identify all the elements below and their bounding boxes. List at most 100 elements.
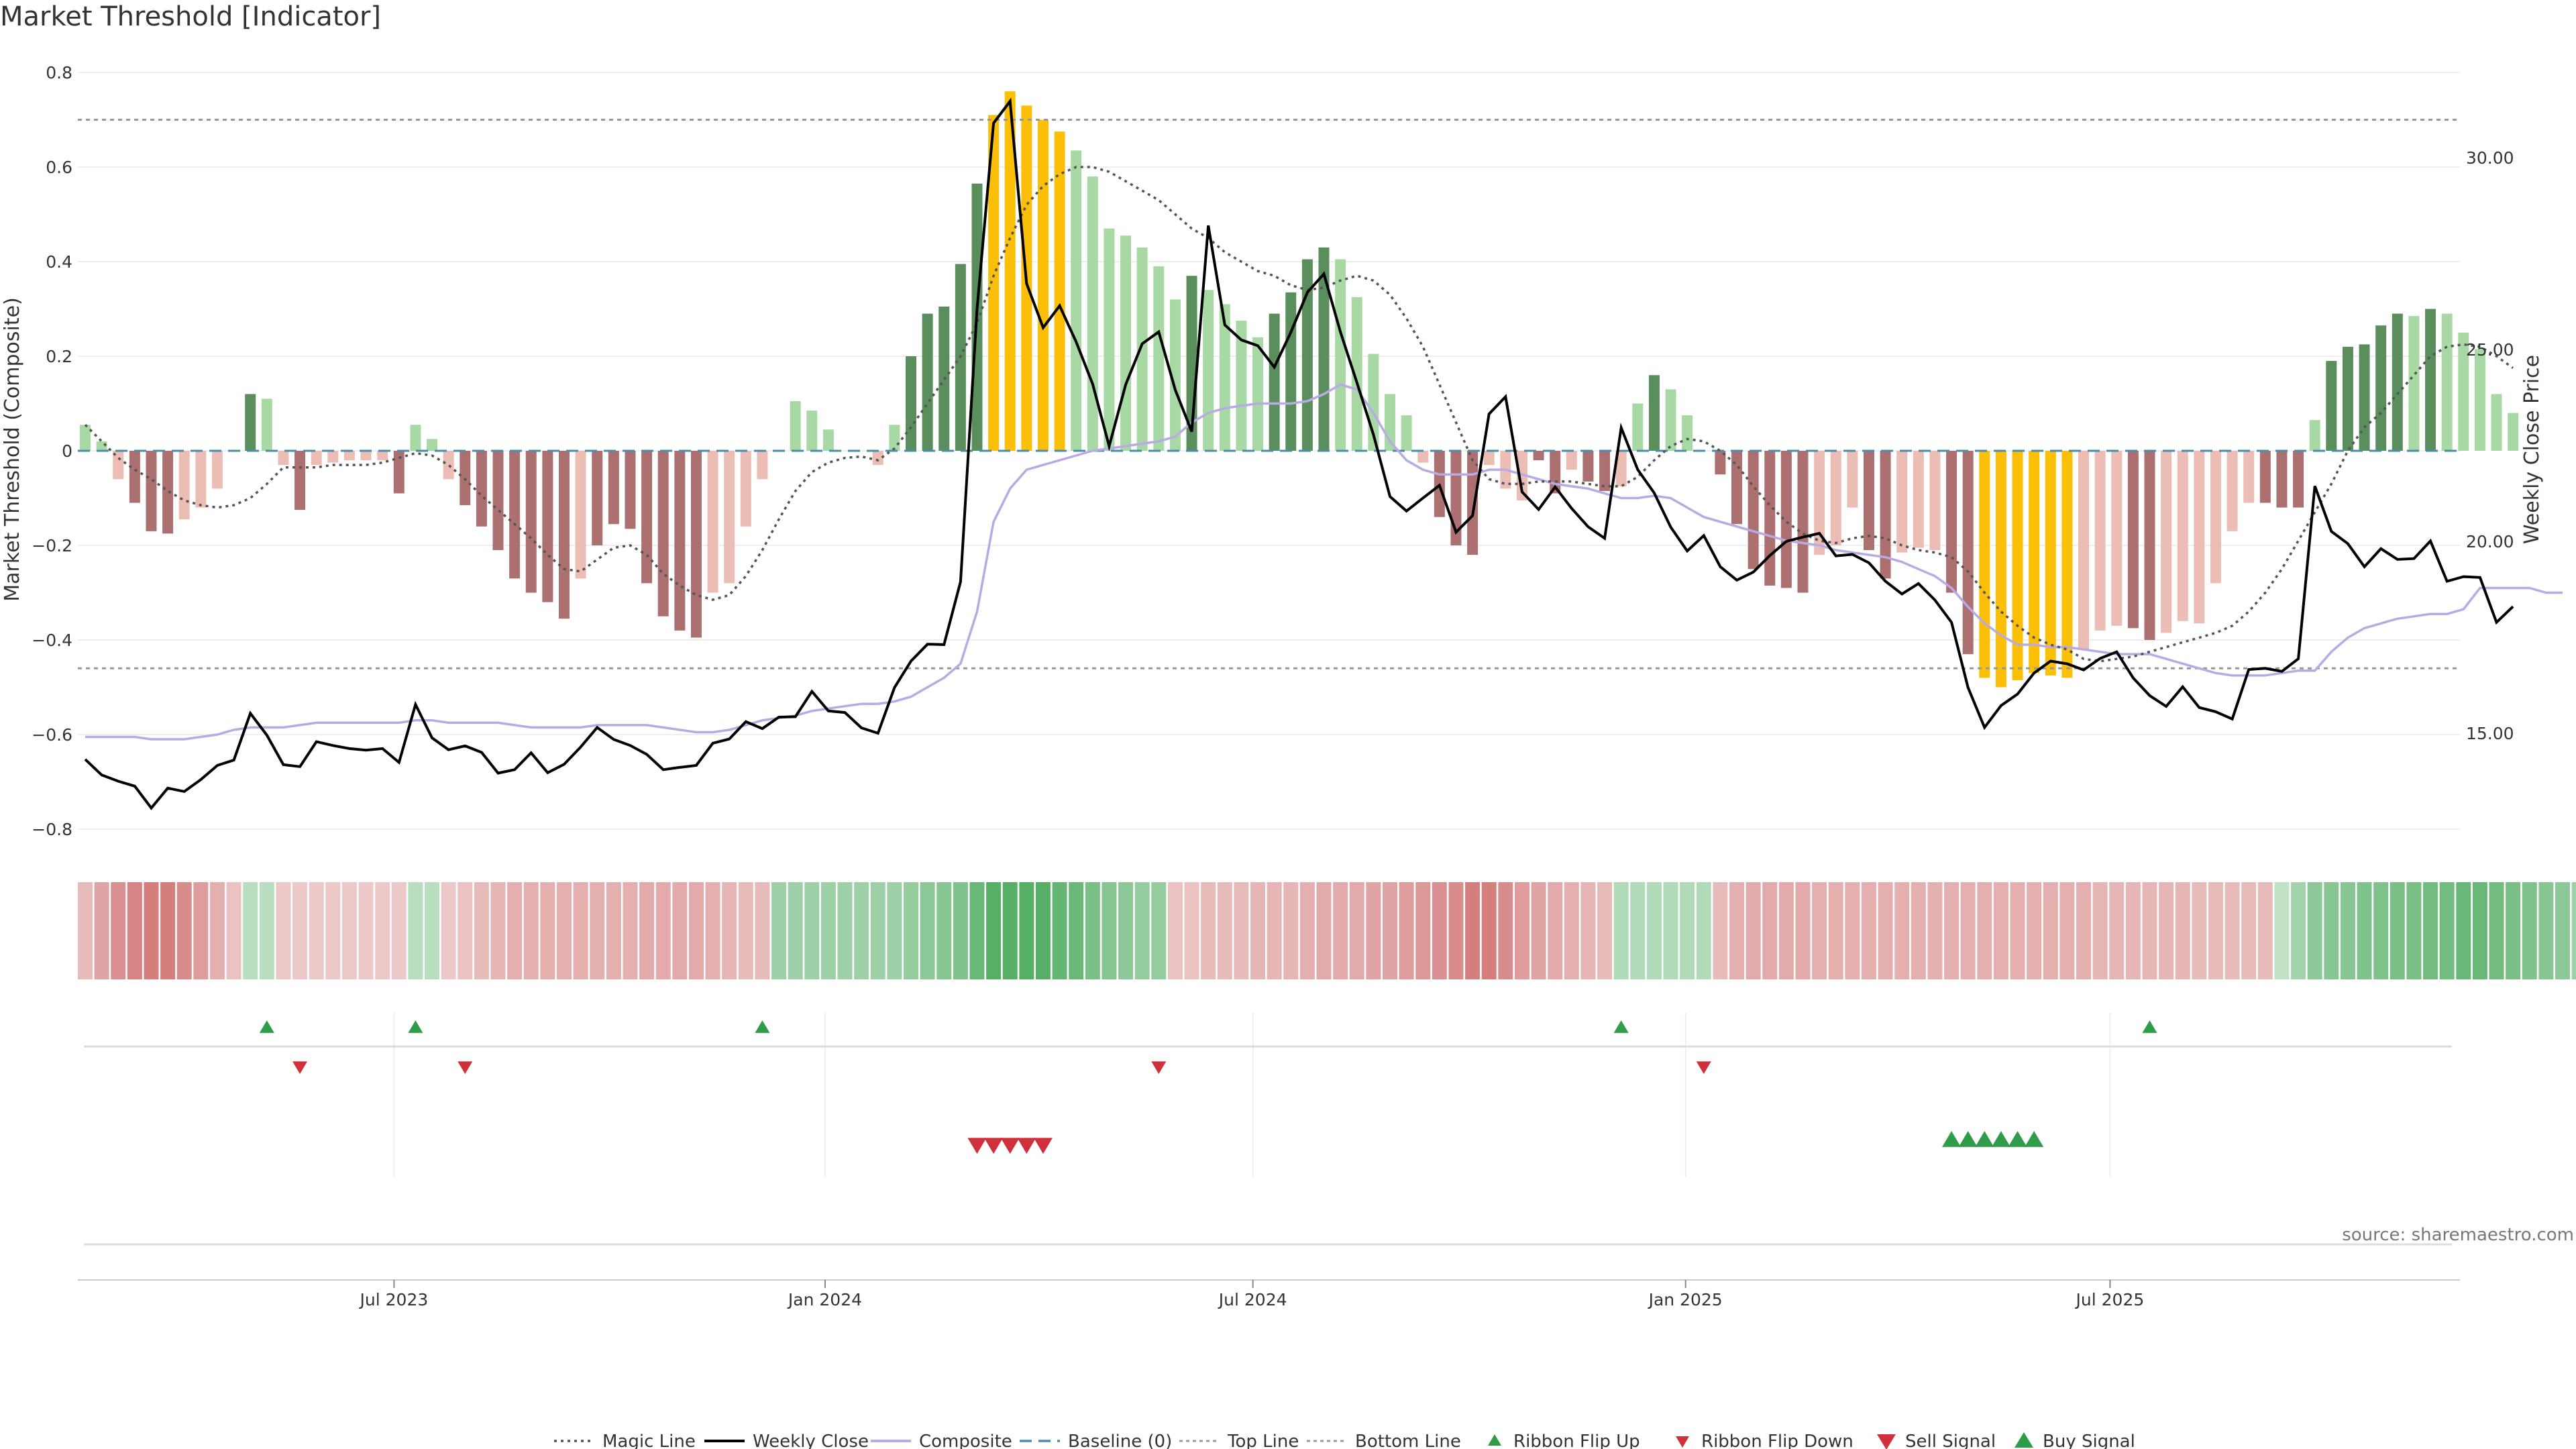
threshold-bar (2342, 346, 2353, 451)
buy-signal-marker (1991, 1131, 2010, 1147)
ribbon-cell (540, 882, 555, 979)
y-tick-label: −0.4 (32, 631, 72, 650)
threshold-bar (1929, 451, 1941, 551)
ribbon-cell (2043, 882, 2058, 979)
y2-tick-label: 15.00 (2466, 724, 2514, 743)
threshold-bar (162, 451, 174, 534)
ribbon-cell (920, 882, 935, 979)
ribbon-cell (2142, 882, 2157, 979)
ribbon-cell (1597, 882, 1613, 979)
threshold-bar (80, 425, 91, 451)
ribbon-cell (2109, 882, 2125, 979)
ribbon-cell (1333, 882, 1348, 979)
ribbon-cell (2192, 882, 2207, 979)
ribbon-cell (276, 882, 291, 979)
ribbon-cell (1828, 882, 1843, 979)
threshold-bar (674, 451, 686, 631)
ribbon-cell (1746, 882, 1761, 979)
threshold-bar (1648, 375, 1660, 451)
threshold-bar (1087, 176, 1098, 451)
threshold-bar (1335, 259, 1346, 451)
threshold-bar (360, 451, 372, 461)
threshold-bar (1269, 313, 1280, 451)
ribbon-cell (1366, 882, 1381, 979)
ribbon-cell (375, 882, 390, 979)
threshold-bar (2094, 451, 2106, 631)
threshold-bar (1483, 451, 1495, 466)
threshold-bar (1417, 451, 1429, 463)
legend-item: Ribbon Flip Up (1488, 1432, 1640, 1449)
ribbon-cell (1795, 882, 1811, 979)
threshold-bar (1136, 247, 1148, 451)
ribbon-cell (1680, 882, 1695, 979)
threshold-bar (575, 451, 586, 579)
threshold-bar (1467, 451, 1479, 555)
ribbon-cell (2489, 882, 2504, 979)
ribbon-cell (672, 882, 688, 979)
ribbon-cell (111, 882, 126, 979)
ribbon-cell (1267, 882, 1282, 979)
ribbon-cell (408, 882, 423, 979)
legend-label: Bottom Line (1355, 1432, 1461, 1449)
y-tick-label: −0.6 (32, 725, 72, 745)
ribbon-cell (1019, 882, 1034, 979)
threshold-bar (2326, 361, 2337, 451)
ribbon-cell (2175, 882, 2190, 979)
threshold-bar (1780, 451, 1792, 588)
threshold-bar (427, 439, 438, 451)
legend-swatch (1676, 1436, 1689, 1448)
ribbon-cell (623, 882, 638, 979)
ribbon-cell (94, 882, 109, 979)
ribbon-cell (2291, 882, 2306, 979)
ribbon-cell (1960, 882, 1976, 979)
threshold-bar (146, 451, 157, 531)
signal-markers (259, 1020, 2157, 1154)
composite-line (85, 383, 2563, 741)
threshold-bar (1715, 451, 1726, 475)
ribbon-cell (820, 882, 836, 979)
threshold-bar (1880, 451, 1891, 579)
ribbon-cell (2472, 882, 2487, 979)
ribbon-cell (1778, 882, 1794, 979)
threshold-bar (2441, 313, 2453, 451)
threshold-bar (1946, 451, 1957, 593)
ribbon-cell (2159, 882, 2174, 979)
ribbon-cell (953, 882, 968, 979)
ribbon-cell (1548, 882, 1563, 979)
y-tick-label: −0.2 (32, 536, 72, 555)
threshold-bar (625, 451, 636, 529)
threshold-bar (2309, 420, 2320, 451)
ribbon-cell (1812, 882, 1827, 979)
ribbon-cell (1201, 882, 1216, 979)
threshold-bar (2293, 451, 2304, 508)
ribbon-cell (1613, 882, 1629, 979)
ribbon-cell (1696, 882, 1711, 979)
ribbon-cell (2241, 882, 2257, 979)
ribbon-cell (2439, 882, 2455, 979)
ribbon-cell (639, 882, 655, 979)
y-tick-label: 0.8 (46, 63, 72, 83)
ribbon-cell (1002, 882, 1018, 979)
threshold-bar (294, 451, 306, 511)
threshold-bar (2177, 451, 2188, 621)
ribbon-cell (738, 882, 753, 979)
ribbon-cell (1250, 882, 1266, 979)
ribbon-cell (1432, 882, 1447, 979)
ribbon-cell (292, 882, 308, 979)
ribbon-cell (1465, 882, 1481, 979)
x-tick-label: Jan 2024 (787, 1290, 862, 1309)
ribbon-cell (688, 882, 704, 979)
ribbon-cell (2373, 882, 2389, 979)
ribbon-cell (556, 882, 572, 979)
ribbon-cell (2571, 882, 2576, 979)
ribbon-cell (1085, 882, 1100, 979)
threshold-bar (129, 451, 140, 503)
ribbon-cell (259, 882, 274, 979)
legend-label: Buy Signal (2043, 1432, 2135, 1449)
ribbon-cell (573, 882, 588, 979)
threshold-bar (113, 451, 124, 480)
threshold-bar (1169, 299, 1181, 451)
ribbon-cell (243, 882, 258, 979)
ribbon-flip-up-marker (1613, 1020, 1629, 1033)
